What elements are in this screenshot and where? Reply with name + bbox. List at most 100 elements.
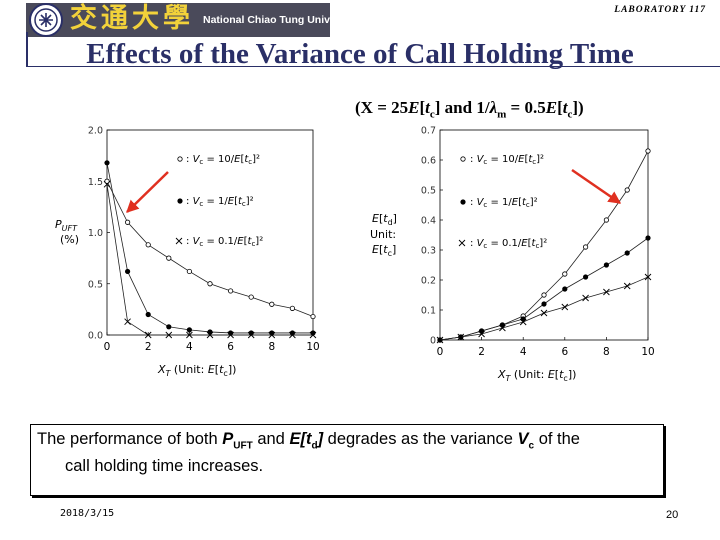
chart-left-legend-2: : Vc = 1/E[tc]² — [186, 196, 254, 208]
chart-left-point-s2 — [125, 268, 131, 275]
chart-right-legend-2: : Vc = 1/E[tc]² — [470, 197, 538, 209]
chart-right-point-s1 — [624, 187, 630, 193]
chart-right-point-s3 — [561, 303, 569, 311]
chart-right-point-s2 — [479, 328, 485, 334]
chart-left-point-s1 — [269, 301, 275, 307]
caption-part1: The performance of both — [37, 430, 223, 448]
chart-right-ytick-label: 0 — [430, 336, 436, 347]
arrow-right — [571, 168, 622, 205]
chart-right-legend-3: : Vc = 0.1/E[tc]² — [470, 238, 547, 250]
chart-left-ylabel-unit: (%) — [60, 233, 79, 246]
slide-date: 2018/3/15 — [60, 508, 115, 519]
chart-right-ytick-label: 0.2 — [421, 276, 436, 287]
chart-left-point-s2 — [166, 324, 172, 330]
chart-right-ytick-label: 0.7 — [421, 126, 436, 137]
chart-right-point-s3 — [457, 333, 465, 341]
caption-vc: V — [517, 430, 529, 448]
chart-left-legend-1: : Vc = 10/E[tc]² — [186, 154, 260, 166]
chart-right-point-s1 — [603, 217, 610, 223]
chart-right-point-s1 — [645, 148, 651, 154]
slide-title: Effects of the Variance of Call Holding … — [86, 38, 634, 70]
chart-left-xtick-label: 0 — [104, 341, 111, 353]
chart-right-point-s2 — [583, 274, 589, 280]
chart-right-point-s3 — [644, 273, 652, 281]
condition-text: (X = 25E[tc] and 1/λm = 0.5E[tc]) — [355, 98, 584, 121]
chart-left-point-s3 — [227, 331, 234, 339]
chart-left-point-s3 — [165, 331, 173, 339]
chart-right-xtick-label: 4 — [520, 346, 527, 358]
chart-left-point-s1 — [248, 294, 254, 300]
chart-left-point-s3 — [144, 331, 152, 339]
chart-right-ytick-label: 0.5 — [421, 186, 436, 197]
chart-right-xtick-label: 10 — [641, 346, 654, 358]
chart-right-ylabel-unit: Unit: — [370, 228, 396, 241]
university-logo-icon — [29, 3, 63, 37]
chart-right-ytick-label: 0.1 — [421, 306, 436, 317]
chart-right-ytick-label: 0.3 — [421, 246, 436, 257]
chart-left-ylabel: PUFT — [55, 218, 78, 233]
chart-right-xtick-label: 0 — [437, 346, 444, 358]
chart-right-point-s3 — [499, 324, 506, 332]
chart-right-point-s2 — [499, 322, 505, 328]
chart-right-point-s3 — [603, 288, 610, 296]
chart-right-point-s3 — [540, 309, 548, 317]
chart-left-point-s1 — [207, 281, 213, 287]
caption-etd-sub: d — [311, 440, 318, 452]
page-number: 20 — [666, 509, 679, 521]
chart-right-xtick-label: 6 — [561, 346, 568, 358]
chart-left-ytick-label: 2.0 — [88, 126, 103, 137]
caption-etd: E[t — [289, 430, 312, 448]
chart-left-ytick-label: 1.5 — [88, 177, 103, 188]
chart-left-xlabel: XT (Unit: E[tc]) — [157, 363, 236, 378]
chart-right-xtick-label: 2 — [478, 346, 485, 358]
chart-right-point-s2 — [541, 301, 547, 307]
chart-left-point-s3 — [309, 331, 317, 339]
chart-left-point-s2 — [186, 327, 192, 333]
chart-left-ytick-label: 0.0 — [88, 331, 103, 342]
lab-label: LABORATORY 117 — [614, 5, 706, 15]
caption-etd-end: ] — [317, 430, 324, 448]
chart-left-point-s1 — [310, 313, 316, 320]
title-rule-vertical — [26, 32, 28, 67]
title-rule-horizontal — [26, 66, 720, 67]
chart-right: 0 2 4 6 8 10 0 0.1 0.2 0.3 0.4 0.5 0.6 0.7 E[td] Unit… — [370, 126, 655, 384]
university-name-chinese: 交通大學 — [70, 3, 194, 34]
chart-left-point-s3 — [186, 331, 193, 339]
chart-left-point-s1 — [104, 178, 110, 184]
chart-right-point-s3 — [478, 330, 485, 338]
chart-right-ytick-label: 0.4 — [421, 216, 436, 227]
chart-right-point-s3 — [582, 294, 589, 302]
chart-left-point-s3 — [289, 331, 296, 339]
chart-left-series-line-2 — [106, 162, 313, 334]
chart-left-xtick-label: 2 — [145, 341, 152, 353]
caption-text: The performance of both PUFT and E[td] d… — [37, 429, 652, 477]
chart-left-point-s3 — [268, 331, 276, 339]
chart-right-xtick-label: 8 — [603, 346, 610, 358]
caption-vc-sub: c — [528, 440, 535, 452]
chart-right-legend-1: : Vc = 10/E[tc]² — [470, 154, 544, 166]
chart-right-point-s2 — [645, 235, 651, 241]
caption-part3: degrades as the variance — [323, 430, 518, 448]
chart-right-point-s1 — [541, 292, 547, 298]
chart-left-xtick-label: 8 — [268, 341, 275, 353]
chart-left-point-s3 — [124, 318, 131, 325]
chart-left-point-s1 — [125, 219, 131, 225]
chart-right-xlabel: XT (Unit: E[tc]) — [497, 368, 576, 383]
chart-right-legend: : Vc = 10/E[tc]² : Vc = 1/E[tc]² : Vc = … — [458, 154, 547, 250]
chart-left-legend: : Vc = 10/E[tc]² : Vc = 1/E[tc]² : Vc = … — [175, 154, 263, 248]
chart-right-ylabel: E[td] — [372, 212, 397, 227]
chart-left-point-s3 — [206, 331, 214, 339]
chart-right-ylabel-unit2: E[tc] — [372, 243, 396, 258]
chart-left-legend-3: : Vc = 0.1/E[tc]² — [186, 236, 263, 248]
chart-right-ytick-label: 0.6 — [421, 156, 436, 167]
chart-left-ytick-label: 0.5 — [88, 279, 103, 290]
chart-left-point-s1 — [289, 305, 295, 311]
chart-left-point-s2 — [145, 311, 151, 318]
chart-left-point-s1 — [228, 288, 234, 294]
caption-puft-sub: UFT — [233, 440, 253, 452]
chart-left-point-s1 — [166, 255, 172, 261]
chart-right-point-s2 — [562, 286, 568, 292]
arrow-left — [126, 171, 169, 213]
chart-right-series-line-3 — [439, 276, 649, 341]
